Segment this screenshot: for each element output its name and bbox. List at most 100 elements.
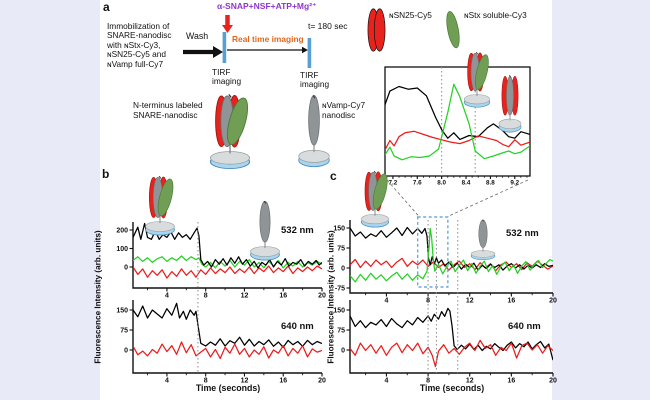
immobilization-note: Immobilization of SNARE-nanodisc with ɴS… bbox=[107, 21, 172, 69]
trace-green-532 bbox=[350, 227, 553, 283]
panel-b-vamp-nanodisc-icon-svg bbox=[250, 200, 280, 261]
tirf-imaging-label-1: TIRF imaging bbox=[212, 67, 241, 87]
x-axis-label-b: Time (seconds) bbox=[195, 383, 261, 393]
x-tick-label: 4 bbox=[384, 298, 388, 305]
x-tick-label: 8 bbox=[204, 378, 208, 385]
panel-c-complex-nanodisc-icon-svg bbox=[361, 170, 389, 228]
x-tick-label: 8.4 bbox=[462, 180, 471, 187]
axis-frame bbox=[132, 300, 322, 374]
y-tick-label: 150 bbox=[333, 307, 345, 314]
panel-b-complex-nanodisc-icon bbox=[143, 175, 177, 237]
immobilization-line-4: ɴSN25-Cy5 and bbox=[107, 49, 167, 60]
immobilization-line-1: Immobilization of bbox=[107, 21, 170, 31]
y-tick-label: 150 bbox=[333, 225, 345, 232]
vamp-cy7-nanodisc-icon-svg bbox=[298, 95, 330, 168]
x-axis-label-c: Time (seconds) bbox=[419, 383, 485, 393]
nterm-line-2: SNARE-nanodisc bbox=[133, 110, 198, 120]
y-tick-label: 0 bbox=[341, 347, 345, 354]
y-tick-label: 0 bbox=[124, 264, 128, 271]
panel-c-label: c bbox=[330, 169, 337, 183]
panel-a-schematic bbox=[183, 15, 312, 68]
tirf-1-line-1: TIRF bbox=[212, 67, 231, 77]
panel-b-label: b bbox=[102, 167, 110, 181]
nstx-soluble-cy3-icon bbox=[442, 9, 464, 52]
trace-red-532 bbox=[350, 257, 553, 272]
x-tick-label: 7.6 bbox=[413, 180, 422, 187]
nstx-soluble-cy3-icon-svg bbox=[446, 11, 460, 49]
snare-complex-nanodisc-icon-svg bbox=[209, 94, 251, 170]
x-tick-label: 12 bbox=[466, 298, 474, 305]
y-tick-label: 75 bbox=[337, 327, 345, 334]
x-tick-label: 16 bbox=[507, 378, 515, 385]
timeline-tick-end bbox=[307, 38, 312, 68]
wavelength-label-c-640: 640 nm bbox=[508, 321, 541, 332]
wash-label: Wash bbox=[186, 31, 209, 41]
nsn25-cy5-icon-svg bbox=[367, 8, 386, 52]
immobilization-line-5: ɴVamp full-Cy7 bbox=[107, 58, 164, 69]
x-tick-label: 4 bbox=[165, 378, 169, 385]
x-tick-label: 20 bbox=[318, 378, 326, 385]
x-tick-label: 12 bbox=[466, 378, 474, 385]
wavelength-label-c-532: 532 nm bbox=[506, 228, 539, 239]
chart-inset: 7.2 7.6 8.0 8.4 8.8 9.2 bbox=[384, 66, 531, 187]
x-tick-label: 7.2 bbox=[389, 180, 398, 187]
highlight-box bbox=[416, 216, 449, 288]
x-tick-label: 20 bbox=[549, 298, 557, 305]
chart-b_640: 4 8 12 16 20 0 75 150 bbox=[116, 300, 326, 385]
x-tick-label: 8 bbox=[426, 378, 430, 385]
inset-complex-nanodisc-icon bbox=[462, 51, 492, 109]
chart-c_640: 4 8 12 16 20 0 75 150 bbox=[333, 300, 557, 385]
nvamp-nanodisc-label: ɴVamp-Cy7 nanodisc bbox=[322, 100, 365, 120]
timeline-tick-start bbox=[222, 32, 227, 63]
legend-nsn25-label: ɴSN25-Cy5 bbox=[389, 10, 432, 20]
timepoint-label: t= 180 sec bbox=[308, 21, 348, 31]
vamp-cy7-nanodisc-icon bbox=[296, 94, 332, 169]
nterm-nanodisc-label: N-terminus labeled SNARE-nanodisc bbox=[133, 100, 203, 120]
tirf-imaging-label-2: TIRF imaging bbox=[300, 70, 329, 90]
trace-black-640 bbox=[350, 307, 553, 361]
timeline-arrow-head bbox=[302, 46, 308, 54]
snare-complex-nanodisc-icon bbox=[207, 93, 253, 171]
y-tick-label: 0 bbox=[341, 265, 345, 272]
nvamp-line-1: ɴVamp-Cy7 bbox=[322, 100, 366, 110]
panel-a-label: a bbox=[103, 0, 110, 14]
inset-complex-nanodisc-icon-svg bbox=[463, 51, 491, 108]
x-tick-label: 8.8 bbox=[486, 180, 495, 187]
x-tick-label: 9.2 bbox=[510, 180, 519, 187]
y-tick-label: 0 bbox=[124, 347, 128, 354]
trace-red-640 bbox=[350, 339, 553, 368]
y-tick-label: 150 bbox=[116, 307, 128, 314]
y-axis-label-c: Fluorescence Intensity (arb. units) bbox=[326, 230, 336, 364]
trace-green-532 bbox=[133, 255, 322, 269]
inset-connector-left bbox=[386, 179, 420, 217]
wash-arrow-head bbox=[213, 46, 223, 58]
panel-b-vamp-nanodisc-icon bbox=[248, 200, 282, 262]
figure-overlay bbox=[197, 179, 529, 373]
x-tick-label: 16 bbox=[279, 378, 287, 385]
trace-red-532 bbox=[133, 265, 322, 279]
y-tick-label: 200 bbox=[116, 227, 128, 234]
trace-black-inset bbox=[385, 85, 530, 141]
x-tick-label: 12 bbox=[241, 378, 249, 385]
wavelength-label-b-532: 532 nm bbox=[281, 225, 314, 236]
axis-frame bbox=[132, 222, 322, 289]
y-axis-label-b: Fluorescence Intensity (arb. units) bbox=[93, 230, 103, 364]
trace-black-640 bbox=[133, 302, 322, 348]
x-tick-label: 8 bbox=[204, 293, 208, 300]
trace-green-inset bbox=[385, 83, 530, 161]
nsn25-cy5-icon bbox=[367, 7, 386, 53]
reagent-arrow-head bbox=[222, 25, 233, 33]
inset-sn25-vamp-nanodisc-icon bbox=[497, 74, 523, 134]
tirf-2-line-1: TIRF bbox=[300, 70, 319, 80]
panel-c-complex-nanodisc-icon bbox=[359, 170, 391, 229]
axis-frame bbox=[384, 66, 531, 177]
immobilization-line-2: SNARE-nanodisc bbox=[107, 30, 172, 41]
trace-red-640 bbox=[133, 341, 322, 360]
y-tick-label: -75 bbox=[335, 285, 345, 292]
x-tick-label: 4 bbox=[165, 293, 169, 300]
x-tick-label: 20 bbox=[318, 293, 326, 300]
